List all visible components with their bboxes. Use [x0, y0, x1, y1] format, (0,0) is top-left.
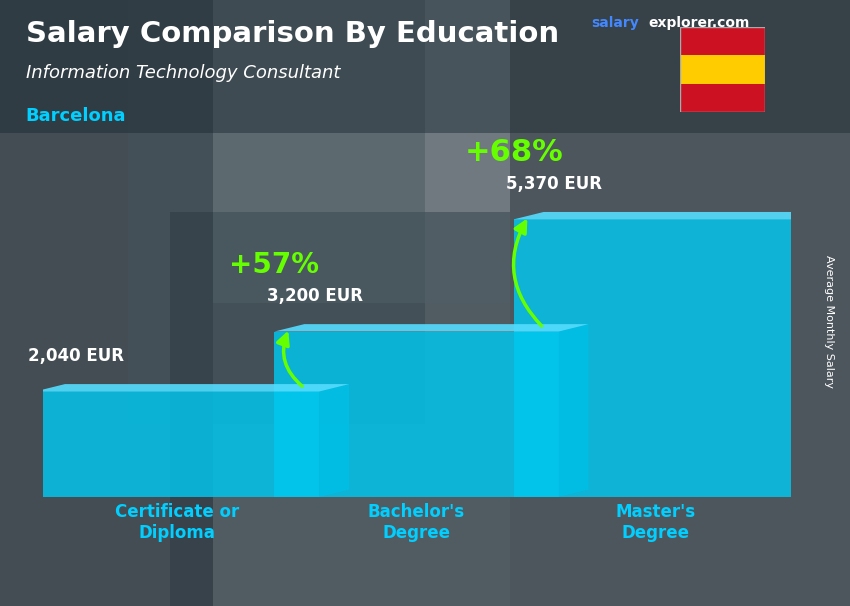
Text: explorer.com: explorer.com	[649, 16, 750, 30]
Polygon shape	[558, 324, 588, 497]
Polygon shape	[320, 384, 349, 497]
Text: 3,200 EUR: 3,200 EUR	[267, 287, 363, 305]
Polygon shape	[35, 384, 349, 391]
Bar	[680, 27, 765, 55]
Polygon shape	[798, 212, 828, 497]
Polygon shape	[513, 219, 798, 497]
Bar	[170, 212, 510, 606]
Polygon shape	[275, 331, 558, 497]
Text: Master's
Degree: Master's Degree	[615, 503, 696, 542]
Text: 2,040 EUR: 2,040 EUR	[27, 347, 123, 365]
Bar	[680, 55, 765, 84]
Polygon shape	[35, 391, 320, 497]
Text: Salary Comparison By Education: Salary Comparison By Education	[26, 20, 558, 48]
Text: +57%: +57%	[230, 251, 320, 279]
Text: Barcelona: Barcelona	[26, 107, 126, 125]
Text: salary: salary	[591, 16, 638, 30]
Bar	[680, 84, 765, 112]
Text: 5,370 EUR: 5,370 EUR	[507, 175, 603, 193]
Polygon shape	[275, 324, 588, 331]
Text: Bachelor's
Degree: Bachelor's Degree	[368, 503, 465, 542]
Polygon shape	[513, 212, 828, 219]
Text: Average Monthly Salary: Average Monthly Salary	[824, 255, 834, 388]
Bar	[510, 0, 850, 606]
Text: Information Technology Consultant: Information Technology Consultant	[26, 64, 340, 82]
Text: +68%: +68%	[464, 138, 563, 167]
Bar	[212, 0, 510, 303]
Bar	[0, 0, 212, 606]
Bar	[128, 0, 425, 424]
Text: Certificate or
Diploma: Certificate or Diploma	[115, 503, 239, 542]
